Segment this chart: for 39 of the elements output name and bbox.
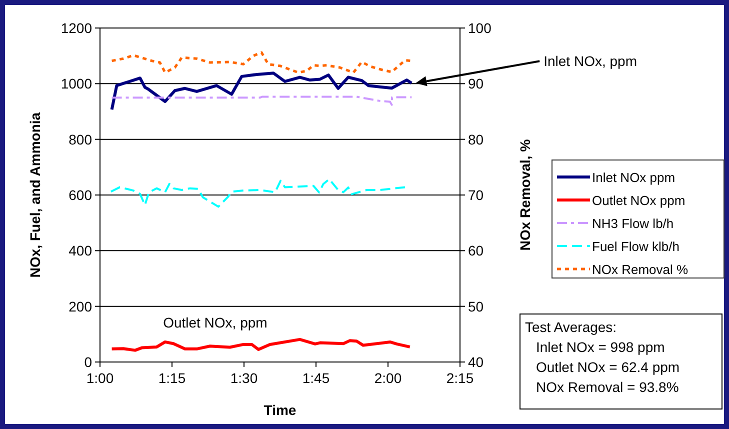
line-series bbox=[110, 178, 406, 208]
line-series bbox=[110, 338, 412, 352]
x-tick-label: 1:15 bbox=[158, 370, 186, 386]
x-tick-label: 1:45 bbox=[302, 370, 330, 386]
x-tick-label: 1:30 bbox=[230, 370, 258, 386]
legend-label: Outlet NOx ppm bbox=[592, 193, 686, 208]
y-axis-title: NOx, Fuel, and Ammonia bbox=[27, 112, 43, 278]
y-tick-label: 1000 bbox=[60, 76, 92, 92]
text: Outlet NOx = 62.4 ppm bbox=[536, 359, 680, 375]
y-tick-label: 0 bbox=[84, 354, 92, 370]
x-tick-label: 2:00 bbox=[374, 370, 402, 386]
line-series bbox=[110, 51, 413, 74]
y2-tick-label: 40 bbox=[468, 354, 484, 370]
x-axis-title: Time bbox=[264, 402, 296, 418]
text: Test Averages: bbox=[525, 319, 617, 335]
x-tick-label: 1:00 bbox=[86, 370, 114, 386]
text: Inlet NOx = 998 ppm bbox=[536, 339, 665, 355]
y-tick-label: 200 bbox=[68, 298, 92, 314]
y2-tick-label: 50 bbox=[468, 298, 484, 314]
y2-tick-label: 70 bbox=[468, 187, 484, 203]
line-series bbox=[110, 72, 414, 112]
y-tick-label: 800 bbox=[68, 131, 92, 148]
text: NOx Removal = 93.8% bbox=[536, 379, 679, 395]
y2-tick-label: 90 bbox=[468, 76, 484, 92]
annotation: Outlet NOx, ppm bbox=[163, 314, 268, 330]
line-series bbox=[110, 96, 413, 106]
y2-tick-label: 100 bbox=[468, 20, 492, 36]
y2-tick-label: 60 bbox=[468, 242, 484, 259]
legend-label: NH3 Flow lb/h bbox=[592, 216, 674, 231]
legend-label: Inlet NOx ppm bbox=[592, 170, 676, 185]
text: Inlet NOx, ppm bbox=[544, 53, 637, 70]
y-tick-label: 400 bbox=[68, 242, 92, 259]
y-tick-label: 600 bbox=[68, 187, 92, 203]
legend-label: Fuel Flow klb/h bbox=[592, 239, 680, 254]
y2-axis-title: NOx Removal, % bbox=[517, 138, 533, 251]
y2-tick-label: 80 bbox=[468, 131, 484, 148]
legend-label: NOx Removal % bbox=[592, 262, 689, 277]
x-tick-label: 2:15 bbox=[446, 370, 474, 386]
y-tick-label: 1200 bbox=[60, 20, 92, 36]
